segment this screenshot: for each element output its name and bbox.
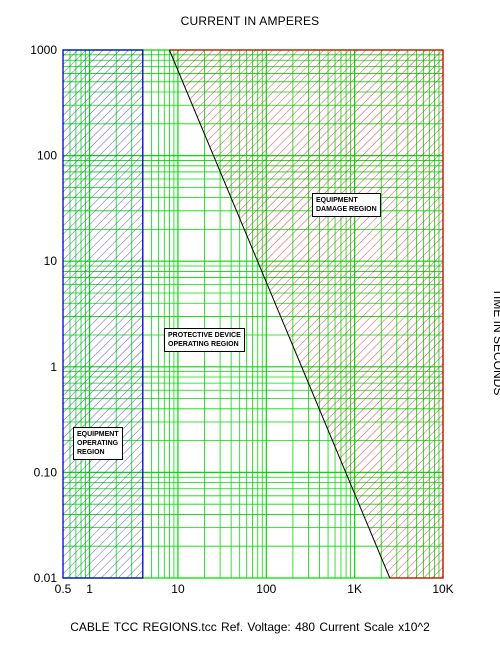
equipment-operating-border <box>62 49 144 579</box>
y-tick-label: 10 <box>44 254 58 268</box>
equipment-operating-hatch <box>63 50 143 578</box>
x-tick-label: 1 <box>86 582 93 596</box>
region-label-line: OPERATING REGION <box>168 341 239 348</box>
region-label-line: EQUIPMENT <box>77 431 119 438</box>
footer-text: CABLE TCC REGIONS.tcc Ref. Voltage: 480 … <box>70 620 430 634</box>
y-tick-label: 0.01 <box>34 571 58 585</box>
region-label-line: DAMAGE REGION <box>316 206 377 213</box>
x-tick-label: 100 <box>256 582 276 596</box>
y-tick-label: 100 <box>37 149 57 163</box>
tick-labels: 0.5 1 10 100 1K 10K 1000 100 10 1 0.10 0.01 <box>30 43 453 596</box>
x-tick-label: 10K <box>432 582 453 596</box>
equipment-operating-region-label: EQUIPMENT OPERATING REGION <box>73 427 123 460</box>
region-label-line: PROTECTIVE DEVICE <box>168 332 241 339</box>
region-label-line: REGION <box>77 449 105 456</box>
equipment-damage-region-label: EQUIPMENT DAMAGE REGION <box>312 193 381 217</box>
y-tick-label: 1000 <box>30 43 57 57</box>
x-tick-label: 0.5 <box>55 582 72 596</box>
damage-curve <box>168 49 391 579</box>
region-label-line: EQUIPMENT <box>316 197 358 204</box>
regions-layer <box>63 50 443 578</box>
chart-title: CURRENT IN AMPERES <box>180 14 320 28</box>
region-label-line: OPERATING <box>77 440 119 447</box>
equipment-damage-border <box>169 49 444 579</box>
y-axis-label: TIME IN SECONDS <box>491 288 500 396</box>
y-tick-label: 1 <box>50 360 57 374</box>
y-tick-label: 0.10 <box>34 465 58 479</box>
marks-layer <box>62 49 444 579</box>
x-tick-label: 10 <box>171 582 185 596</box>
x-tick-label: 1K <box>347 582 362 596</box>
equipment-damage-hatch <box>169 50 443 578</box>
protective-device-region-label: PROTECTIVE DEVICE OPERATING REGION <box>164 328 245 352</box>
